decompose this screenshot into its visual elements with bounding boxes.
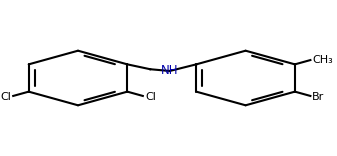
Text: Cl: Cl (146, 92, 156, 102)
Text: Br: Br (312, 92, 324, 102)
Text: Cl: Cl (1, 92, 11, 102)
Text: CH₃: CH₃ (312, 55, 333, 65)
Text: NH: NH (161, 64, 179, 78)
